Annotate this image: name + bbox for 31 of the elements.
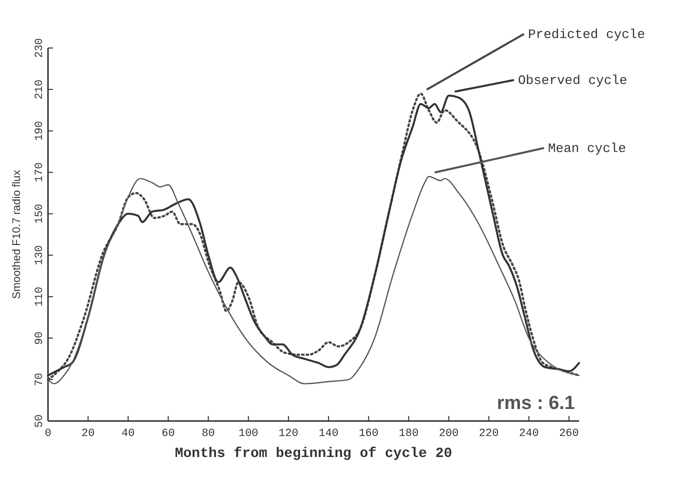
x-tick-label: 240 [519, 428, 539, 440]
x-tick-label: 20 [81, 428, 95, 440]
y-tick-label: 190 [34, 120, 46, 141]
x-tick-label: 180 [398, 428, 419, 440]
text: Predicted cycle [528, 27, 646, 42]
y-tick-label: 130 [34, 245, 46, 266]
y-tick-label: 150 [34, 204, 46, 224]
y-tick-label: 110 [34, 286, 46, 307]
y-tick-label: 210 [34, 80, 46, 100]
x-tick-label: 120 [278, 428, 298, 440]
x-tick-label: 60 [162, 428, 175, 440]
x-axis-title: Months from beginning of cycle 20 [174, 446, 452, 462]
legend-label: Observed cycle [518, 73, 628, 88]
x-tick-label: 80 [202, 428, 215, 440]
annotation: rms : 6.1 [496, 393, 576, 414]
x-tick-label: 140 [318, 428, 338, 440]
y-axis-title: Smoothed F10.7 radio flux [11, 169, 23, 300]
y-tick-label: 50 [34, 414, 46, 428]
y-tick-label: 90 [34, 332, 46, 345]
y-tick-label: 170 [34, 162, 46, 182]
text: Mean cycle [548, 141, 626, 156]
y-tick-label: 70 [34, 372, 46, 386]
x-tick-label: 100 [238, 428, 258, 440]
x-tick-label: 200 [438, 428, 459, 440]
x-tick-label: 40 [122, 428, 135, 440]
x-tick-label: 220 [478, 428, 499, 440]
x-tick-label: 260 [559, 428, 579, 440]
y-tick-label: 230 [34, 38, 46, 58]
x-tick-label: 0 [44, 428, 52, 440]
line-series [47, 176, 580, 384]
x-tick-label: 160 [358, 428, 379, 440]
